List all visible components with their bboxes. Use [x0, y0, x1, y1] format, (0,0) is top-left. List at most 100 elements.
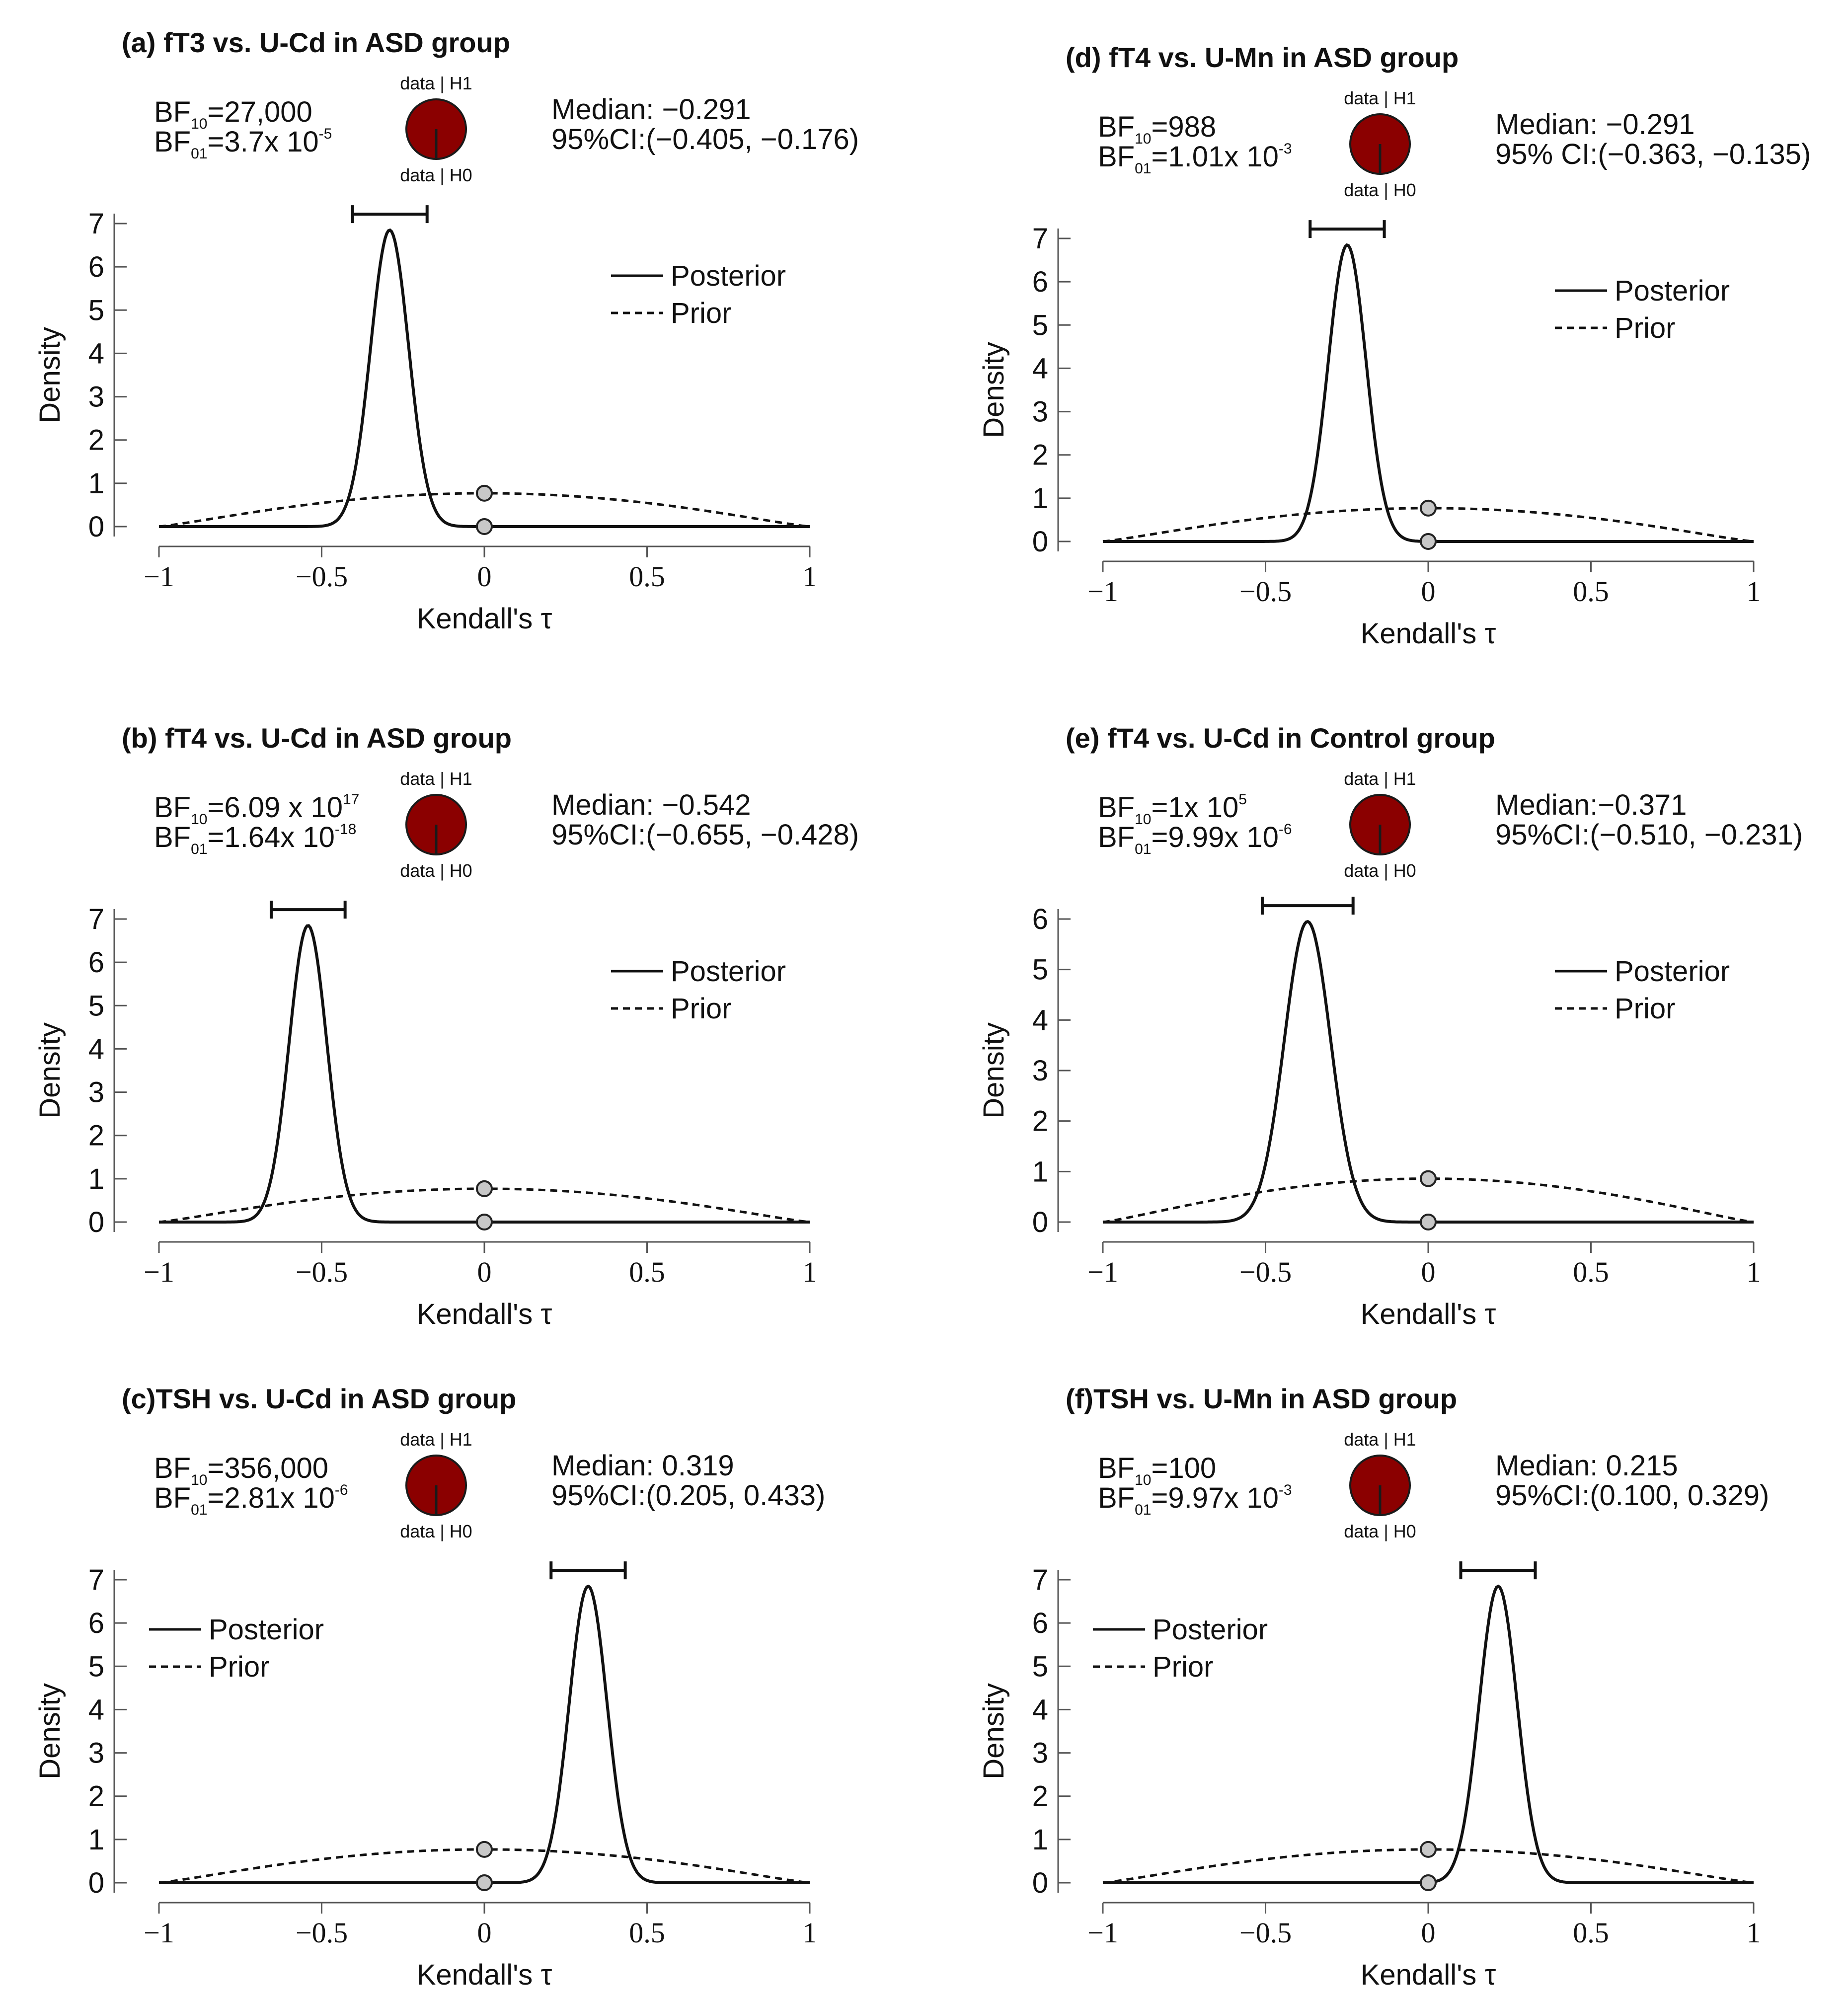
bf01-exponent: -3 — [1279, 1482, 1292, 1498]
panel-title: (b) fT4 vs. U-Cd in ASD group — [122, 722, 512, 754]
x-axis-label: Kendall's τ — [1361, 617, 1496, 650]
y-tick-label: 0 — [88, 1206, 104, 1238]
bf10-base: BF — [154, 1452, 191, 1484]
bf01-subscript: 01 — [1135, 1502, 1151, 1518]
ci-label: 95%CI:(−0.510, −0.231) — [1495, 819, 1803, 851]
legend-posterior-label: Posterior — [209, 1614, 324, 1646]
x-axis-label: Kendall's τ — [417, 1959, 552, 1991]
x-tick-label: 0 — [477, 560, 492, 593]
x-tick-label: 0 — [477, 1917, 492, 1949]
y-axis-label: Density — [978, 1683, 1010, 1779]
legend-prior-label: Prior — [209, 1651, 269, 1683]
y-tick-label: 2 — [1032, 439, 1048, 471]
bf01-exponent: -18 — [335, 821, 356, 838]
legend-posterior-label: Posterior — [1615, 275, 1730, 307]
ci-label: 95%CI:(0.205, 0.433) — [551, 1479, 825, 1512]
bf01-base: BF — [1098, 141, 1135, 173]
bf10-subscript: 10 — [191, 1472, 207, 1488]
legend-prior-label: Prior — [1153, 1651, 1213, 1683]
prior-point-at-zero — [1420, 1170, 1437, 1187]
x-tick-label: −1 — [1087, 575, 1118, 608]
pie-bottom-label: data | H0 — [400, 860, 472, 881]
y-tick-label: 0 — [1032, 1867, 1048, 1899]
bf10-subscript: 10 — [191, 116, 207, 132]
legend-posterior-label: Posterior — [671, 260, 786, 292]
y-tick-label: 6 — [1032, 1607, 1048, 1639]
x-tick-label: 0 — [1421, 1256, 1436, 1288]
bf01-base: BF — [154, 126, 191, 158]
bf01-exponent: -5 — [319, 126, 332, 142]
prior-point-at-zero — [1420, 1841, 1437, 1858]
y-tick-label: 1 — [1032, 1155, 1048, 1188]
y-tick-label: 3 — [88, 1076, 104, 1109]
pie-top-label: data | H1 — [1344, 88, 1416, 108]
bf10-label: BF10=988 — [1098, 111, 1216, 147]
ci-label: 95%CI:(−0.655, −0.428) — [551, 819, 859, 851]
chart-panel: (e) fT4 vs. U-Cd in Control groupBF10=1x… — [978, 722, 1803, 1330]
y-tick-label: 2 — [1032, 1780, 1048, 1813]
y-tick-label: 2 — [88, 424, 104, 457]
pie-top-label: data | H1 — [1344, 769, 1416, 789]
y-tick-label: 4 — [1032, 1693, 1048, 1726]
chart-panel: (c)TSH vs. U-Cd in ASD groupBF10=356,000… — [34, 1383, 825, 1991]
x-tick-label: 1 — [1747, 1256, 1761, 1288]
y-tick-label: 0 — [1032, 526, 1048, 558]
panel-title: (f)TSH vs. U-Mn in ASD group — [1066, 1383, 1457, 1414]
y-tick-label: 4 — [88, 337, 104, 370]
x-tick-label: −1 — [1087, 1256, 1118, 1288]
bf10-label: BF10=100 — [1098, 1452, 1216, 1488]
panel-title: (e) fT4 vs. U-Cd in Control group — [1066, 722, 1495, 754]
bf01-label: BF01=9.99x 10-6 — [1098, 821, 1292, 857]
y-tick-label: 3 — [88, 1737, 104, 1769]
x-axis-label: Kendall's τ — [417, 1298, 552, 1330]
bf10-label: BF10=6.09 x 1017 — [154, 791, 359, 828]
x-tick-label: 0.5 — [629, 1256, 665, 1288]
x-tick-label: −0.5 — [296, 1917, 348, 1949]
x-tick-label: 1 — [1747, 1917, 1761, 1949]
bf10-value: =6.09 x 10 — [208, 791, 343, 824]
y-tick-label: 0 — [88, 1867, 104, 1899]
bf01-value: =3.7x 10 — [208, 126, 319, 158]
y-axis-label: Density — [34, 1022, 66, 1118]
bf10-base: BF — [1098, 1452, 1135, 1484]
y-axis-label: Density — [978, 1022, 1010, 1118]
ci-label: 95%CI:(0.100, 0.329) — [1495, 1479, 1769, 1512]
bf10-value: =1x 10 — [1152, 791, 1239, 824]
bf01-exponent: -6 — [1279, 821, 1292, 838]
bf01-subscript: 01 — [1135, 841, 1151, 857]
y-tick-label: 3 — [1032, 1737, 1048, 1769]
ci-label: 95% CI:(−0.363, −0.135) — [1495, 138, 1811, 170]
x-axis-label: Kendall's τ — [1361, 1959, 1496, 1991]
bf10-base: BF — [154, 96, 191, 128]
y-tick-label: 4 — [1032, 352, 1048, 384]
y-tick-label: 7 — [88, 903, 104, 935]
bf01-exponent: -3 — [1279, 141, 1292, 157]
bf01-subscript: 01 — [191, 841, 207, 857]
panel-title: (d) fT4 vs. U-Mn in ASD group — [1066, 42, 1459, 73]
y-tick-label: 5 — [1032, 954, 1048, 986]
bf01-label: BF01=1.01x 10-3 — [1098, 141, 1292, 177]
x-tick-label: −1 — [144, 1917, 174, 1949]
y-tick-label: 7 — [1032, 1564, 1048, 1596]
y-tick-label: 3 — [1032, 1055, 1048, 1087]
posterior-point-at-zero — [476, 1214, 493, 1230]
y-tick-label: 7 — [1032, 223, 1048, 255]
median-label: Median: 0.215 — [1495, 1450, 1678, 1482]
bf01-subscript: 01 — [191, 1502, 207, 1518]
x-tick-label: 1 — [803, 1256, 817, 1288]
posterior-point-at-zero — [476, 1874, 493, 1891]
posterior-point-at-zero — [1420, 1214, 1437, 1230]
y-tick-label: 1 — [88, 1163, 104, 1195]
bf10-subscript: 10 — [1135, 131, 1151, 147]
x-tick-label: 1 — [803, 1917, 817, 1949]
x-tick-label: −1 — [1087, 1917, 1118, 1949]
x-tick-label: 0.5 — [629, 1917, 665, 1949]
bf10-label: BF10=1x 105 — [1098, 791, 1247, 828]
y-tick-label: 6 — [88, 1607, 104, 1639]
bf10-value: =356,000 — [208, 1452, 329, 1484]
bf01-base: BF — [1098, 821, 1135, 853]
y-tick-label: 4 — [88, 1033, 104, 1065]
panel-title: (c)TSH vs. U-Cd in ASD group — [122, 1383, 516, 1414]
median-label: Median:−0.371 — [1495, 789, 1687, 821]
